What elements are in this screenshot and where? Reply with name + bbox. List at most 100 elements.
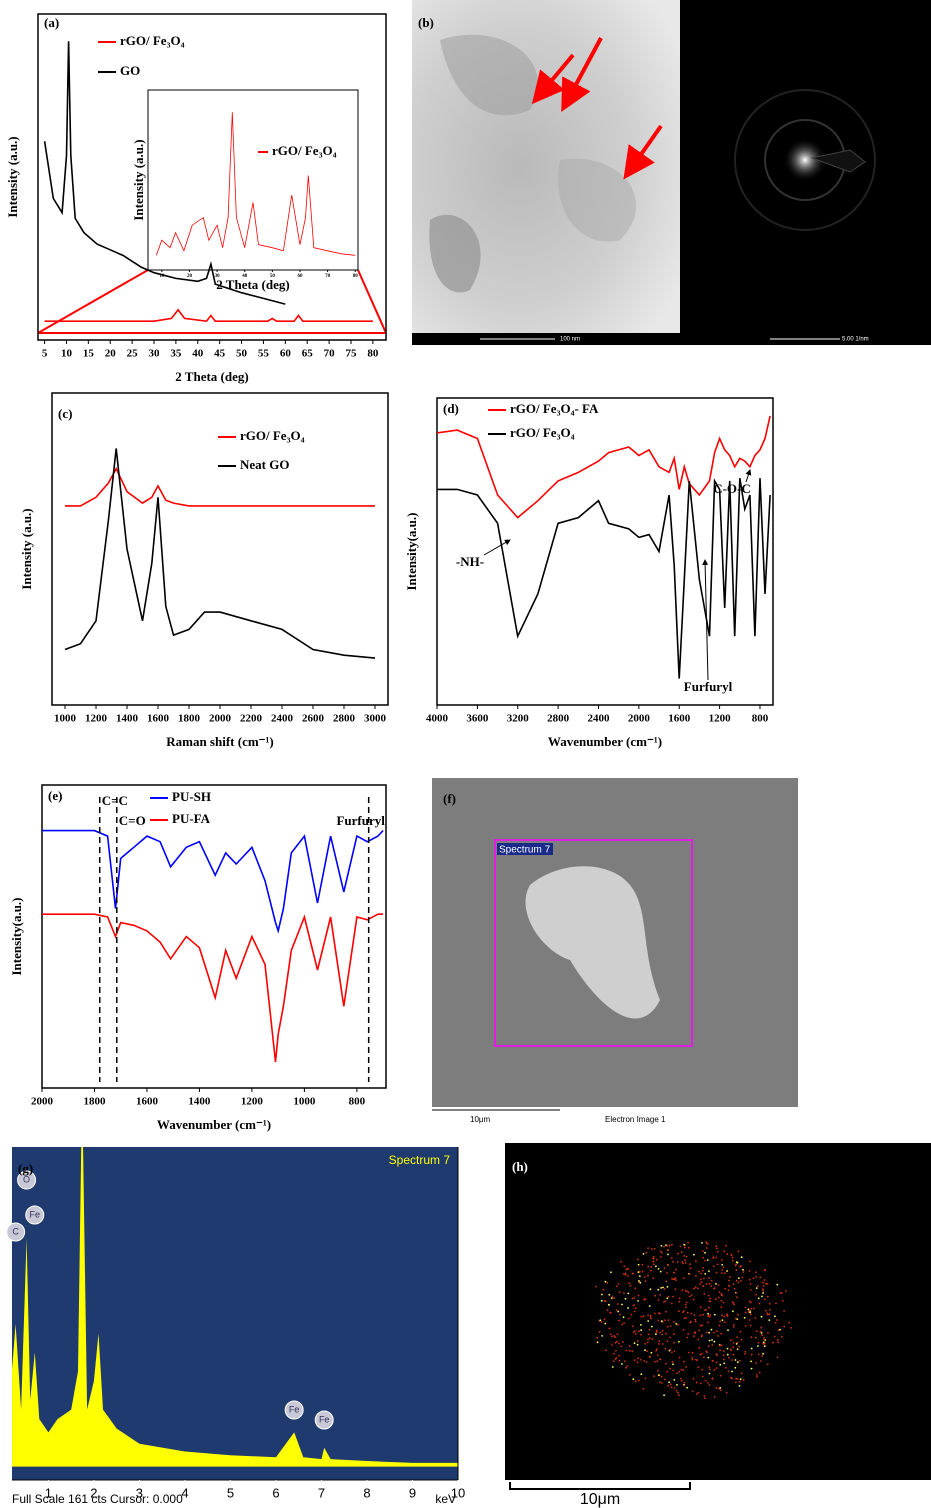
- x-tick-label: 2600: [302, 713, 325, 725]
- x-tick-label: 1200: [709, 713, 732, 725]
- map-dot: [691, 1390, 694, 1393]
- peak-label: Fe: [319, 1414, 330, 1424]
- map-dot: [637, 1271, 640, 1273]
- map-dot: [624, 1272, 627, 1275]
- y-axis-label: Intensity (a.u.): [131, 139, 146, 220]
- map-dot: [720, 1332, 723, 1335]
- panel-label: (d): [443, 401, 459, 416]
- x-tick-label: 30: [149, 348, 161, 360]
- map-dot: [722, 1350, 725, 1352]
- map-dot: [663, 1378, 666, 1381]
- map-dot: [761, 1295, 763, 1298]
- map-dot: [608, 1304, 610, 1306]
- map-dot: [744, 1353, 746, 1355]
- map-dot: [703, 1356, 705, 1359]
- x-tick-label: 15: [83, 348, 95, 360]
- series-line: [43, 41, 286, 305]
- map-dot: [701, 1324, 704, 1326]
- map-dot: [683, 1243, 686, 1246]
- legend-label: PU-FA: [172, 811, 211, 826]
- scale-bar: [509, 1482, 691, 1490]
- map-dot: [658, 1340, 661, 1343]
- map-dot: [627, 1275, 629, 1277]
- map-dot: [776, 1319, 778, 1321]
- map-dot: [611, 1344, 613, 1346]
- map-dot: [720, 1272, 723, 1274]
- map-dot: [750, 1367, 753, 1370]
- map-dot: [755, 1293, 757, 1296]
- map-dot: [652, 1277, 655, 1279]
- map-dot: [738, 1359, 741, 1362]
- map-dot: [688, 1295, 691, 1298]
- map-dot: [660, 1245, 663, 1247]
- map-dot: [650, 1269, 652, 1272]
- map-dot: [618, 1291, 621, 1293]
- map-dot: [761, 1288, 764, 1291]
- map-dot: [740, 1372, 743, 1375]
- map-dot: [693, 1314, 696, 1317]
- map-dot: [632, 1378, 635, 1381]
- map-dot: [610, 1312, 612, 1314]
- annotation: C=O: [119, 813, 146, 828]
- map-dot: [693, 1335, 695, 1338]
- panel-label: (b): [418, 15, 434, 30]
- map-dot: [752, 1277, 755, 1280]
- map-dot: [730, 1349, 732, 1352]
- map-dot: [749, 1289, 752, 1291]
- map-dot: [737, 1281, 740, 1284]
- x-tick-label: 1200: [85, 713, 108, 725]
- peak-label: C: [12, 1226, 19, 1236]
- map-dot: [762, 1342, 764, 1345]
- x-tick-label: 1600: [147, 713, 170, 725]
- map-dot: [692, 1298, 695, 1301]
- panel-label: (a): [44, 15, 59, 30]
- map-dot: [736, 1348, 739, 1351]
- map-dot: [603, 1318, 606, 1321]
- map-dot: [625, 1349, 628, 1352]
- map-dot: [644, 1349, 646, 1352]
- map-dot: [694, 1331, 696, 1334]
- map-dot: [691, 1351, 694, 1354]
- plot-frame: [37, 13, 387, 341]
- map-dot: [705, 1331, 708, 1334]
- map-dot: [637, 1357, 640, 1360]
- map-dot: [664, 1347, 667, 1350]
- map-dot: [632, 1331, 635, 1334]
- map-dot: [706, 1259, 709, 1261]
- map-dot: [776, 1283, 779, 1286]
- map-dot: [699, 1314, 702, 1317]
- x-tick-label: 5: [42, 348, 48, 360]
- map-dot: [722, 1266, 725, 1269]
- map-dot: [680, 1379, 683, 1382]
- map-dot: [606, 1281, 609, 1284]
- map-dot: [635, 1333, 637, 1335]
- x-tick-label: 2: [90, 1485, 97, 1500]
- map-dot: [718, 1324, 721, 1327]
- map-dot: [742, 1379, 745, 1381]
- x-tick-label: 60: [280, 348, 292, 360]
- map-dot: [656, 1354, 659, 1356]
- map-dot: [640, 1329, 643, 1332]
- map-dot: [684, 1262, 687, 1264]
- map-dot: [684, 1303, 687, 1306]
- map-dot: [764, 1269, 767, 1272]
- x-tick-label: 50: [270, 274, 276, 279]
- sem-image: Spectrum 7 10μm Electron Image 1 (f): [432, 778, 798, 1124]
- map-dot: [634, 1287, 637, 1290]
- map-dot: [719, 1389, 722, 1392]
- map-dot: [784, 1290, 787, 1292]
- map-dot: [733, 1287, 736, 1290]
- x-tick-label: 7: [318, 1485, 325, 1500]
- map-dot: [642, 1387, 645, 1390]
- map-dot: [750, 1307, 753, 1310]
- x-tick-label: 20: [105, 348, 117, 360]
- map-dot: [675, 1323, 678, 1325]
- x-tick-label: 4: [181, 1485, 188, 1500]
- map-dot: [612, 1352, 615, 1355]
- map-dot: [623, 1322, 625, 1324]
- x-tick-label: 50: [236, 348, 248, 360]
- map-dot: [715, 1283, 717, 1285]
- map-dot: [651, 1325, 653, 1328]
- peak-label: Fe: [29, 1209, 40, 1219]
